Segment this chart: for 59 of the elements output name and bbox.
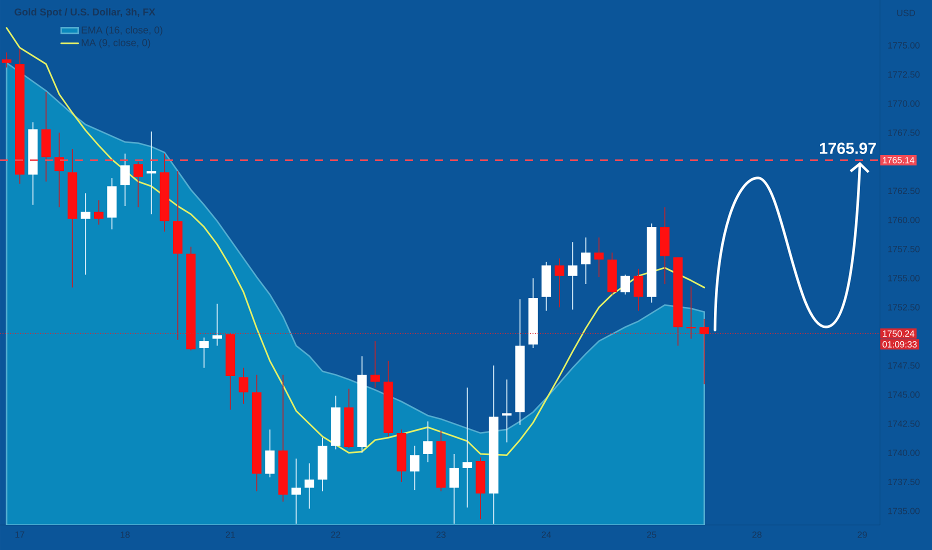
y-tick-label: 1767.50 [888,130,920,136]
candlestick [620,274,630,295]
candlestick [94,200,104,226]
x-tick-label: 24 [542,532,552,538]
x-tick-label: 29 [858,532,867,538]
y-tick-label: 1740.00 [888,450,920,456]
candlestick [265,429,275,478]
y-tick-label: 1772.50 [888,71,920,78]
y-tick-label: 1770.00 [888,100,920,107]
candlestick [686,286,696,340]
candlestick [370,340,380,388]
y-tick-label: 1747.50 [888,362,920,369]
y-tick-label: 1757.50 [888,246,920,252]
candlestick [634,268,644,312]
x-tick-label: 23 [436,532,446,538]
candlestick [423,420,433,463]
y-tick-label: 1775.00 [888,42,920,49]
candlestick [502,378,512,443]
candlestick [594,236,604,278]
candlestick [462,387,472,508]
text: 01:09:33 [882,341,917,348]
candlestick [554,258,564,308]
text: Gold Spot / U.S. Dollar, 3h, FX [14,8,156,18]
candlestick [120,153,130,207]
y-tick-label: 1752.50 [888,304,920,310]
y-tick-label: 1760.00 [888,216,920,224]
x-tick-label: 22 [331,532,340,538]
y-tick-label: 1737.50 [888,478,920,486]
y-tick-label: 1742.50 [888,420,920,427]
y-tick-label: 1735.00 [888,508,920,514]
candlestick [410,445,420,491]
y-axis-title: USD [897,10,916,16]
candlestick [2,52,12,68]
candlestick [449,453,459,524]
legend-label: MA (9, close, 0) [82,38,150,48]
candlestick [199,337,209,368]
y-tick-label: 1755.00 [888,275,920,282]
candlestick [80,192,90,276]
candlestick [54,132,64,208]
candlestick [212,303,222,346]
legend-label: EMA (16, close, 0) [82,26,162,36]
x-tick-label: 18 [120,532,130,538]
candlestick [291,458,301,524]
candlestick [568,242,578,310]
y-tick-label: 1762.50 [888,188,920,194]
candlestick [133,161,143,208]
candlestick [581,236,591,285]
ref-line-label: 1750.24 [882,330,914,337]
annotation: 1765.97 [820,142,876,154]
candlestick [700,318,710,385]
x-tick-label: 25 [647,532,656,538]
x-tick-label: 17 [15,532,24,538]
candlestick [238,367,248,404]
x-tick-label: 28 [752,532,762,538]
candlestick [146,131,156,215]
x-tick-label: 21 [226,532,235,538]
ref-line-label: 1765.14 [882,156,914,164]
y-tick-label: 1745.00 [888,391,920,398]
candlestick [304,462,314,510]
